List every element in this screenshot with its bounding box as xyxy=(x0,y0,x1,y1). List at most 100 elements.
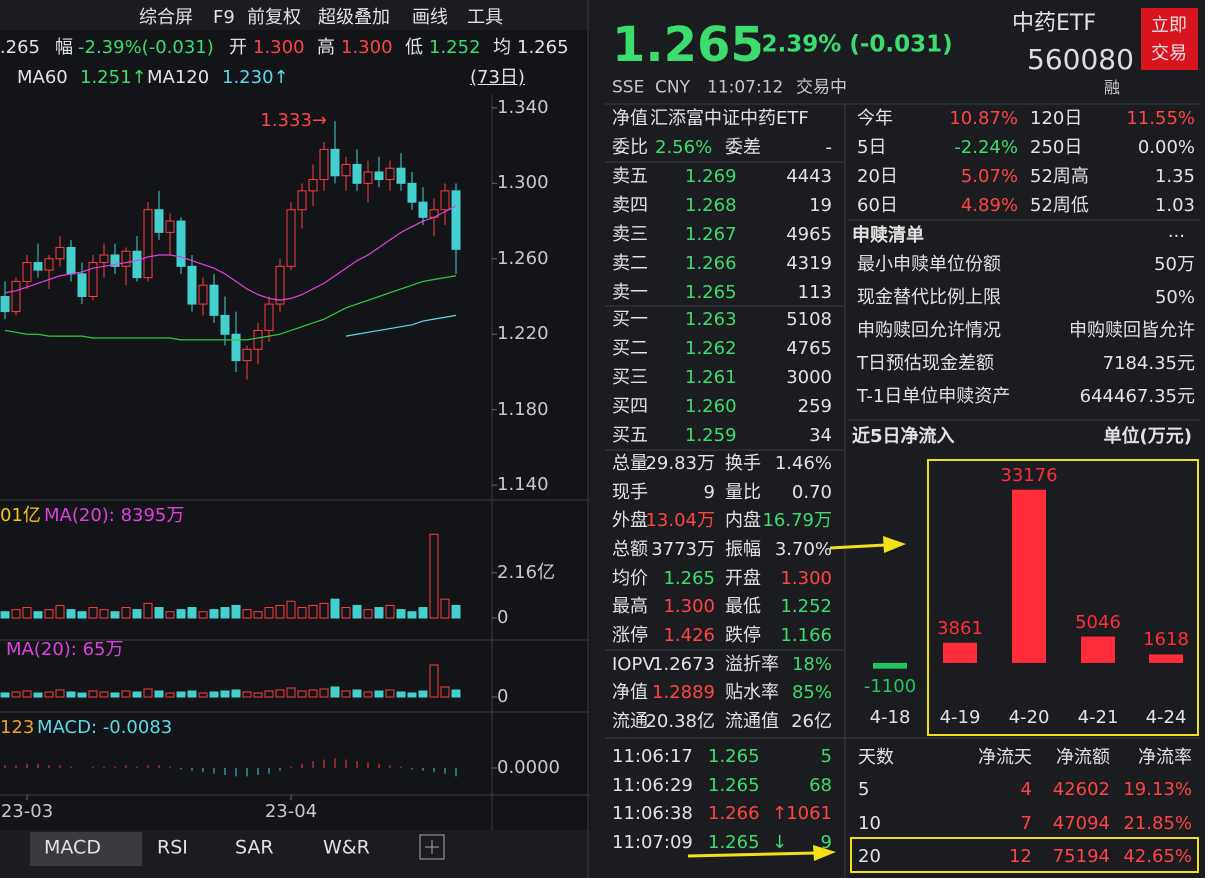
volume-bar xyxy=(308,604,318,619)
candle-body xyxy=(154,209,164,233)
label: 低 xyxy=(405,37,423,58)
label: 11.55% xyxy=(1126,108,1195,129)
volume-bar xyxy=(44,609,54,619)
label: 1.03 xyxy=(1154,195,1195,216)
fund-code: 560080 xyxy=(1027,43,1134,76)
tab[interactable]: RSI xyxy=(157,836,188,859)
volume-bar xyxy=(187,690,197,698)
label: MA120 xyxy=(147,67,210,88)
label: 1.2673 xyxy=(652,653,715,675)
label: ... xyxy=(1167,221,1185,242)
arrow: ↑ xyxy=(772,803,788,825)
label: 1.265 xyxy=(517,37,569,58)
label: 振幅 xyxy=(725,539,761,560)
label: 26亿 xyxy=(791,711,832,733)
candle-body xyxy=(55,246,65,260)
add-tab[interactable] xyxy=(419,834,445,860)
table-cell: 20 xyxy=(858,846,881,867)
candle-body xyxy=(242,348,252,362)
candle-body xyxy=(231,333,241,362)
candle-body xyxy=(286,209,296,267)
label: 交易中 xyxy=(796,77,847,98)
tab[interactable]: MACD xyxy=(44,836,101,859)
x-tick-label: 4-21 xyxy=(1077,707,1119,728)
volume-bar xyxy=(66,691,76,698)
volume-bar xyxy=(209,609,219,619)
label: 9 xyxy=(703,481,715,503)
y-tick-label: 1.340 xyxy=(497,96,549,118)
toolbar-item[interactable]: 工具 xyxy=(467,7,503,28)
price: 1.265 xyxy=(612,17,764,73)
add-icon xyxy=(425,840,439,854)
toolbar-item[interactable]: 超级叠加 xyxy=(318,7,390,28)
label: 4765 xyxy=(786,338,832,359)
volume-bar xyxy=(363,609,373,619)
volume-bar xyxy=(308,689,318,698)
label: 卖二 xyxy=(612,253,648,274)
indicator-label: MA(20): 8395万 xyxy=(44,505,185,526)
volume-bar xyxy=(451,604,461,619)
label: 1061 xyxy=(786,803,832,825)
volume-bar xyxy=(11,691,21,698)
volume-bar xyxy=(77,692,87,698)
arrow-head xyxy=(883,536,906,553)
label: 1.252 xyxy=(429,37,481,58)
label: 量比 xyxy=(725,481,761,503)
label: 融 xyxy=(1104,78,1121,97)
volume-bar xyxy=(253,692,263,698)
label: 259 xyxy=(797,396,832,417)
label: 净值 xyxy=(612,682,648,704)
toolbar-bg xyxy=(0,0,590,30)
volume-bar xyxy=(253,611,263,619)
toolbar-item[interactable]: 前复权 xyxy=(247,7,301,28)
label: 1.252 xyxy=(780,596,832,618)
label: 买四 xyxy=(612,396,648,417)
volume-bar xyxy=(121,690,131,698)
data-label: 5046 xyxy=(1075,611,1121,633)
arrow xyxy=(687,851,816,858)
bar xyxy=(873,662,907,669)
label: SSE xyxy=(612,77,645,98)
volume-bar xyxy=(286,600,296,619)
indicator-label: MACD: -0.0083 xyxy=(37,717,173,738)
volume-bar xyxy=(165,611,175,619)
arrow-head xyxy=(813,845,836,861)
table-cell: 5 xyxy=(858,779,870,800)
label: 1.266 xyxy=(708,803,760,825)
label: IOPV xyxy=(612,653,655,675)
data-label: -1100 xyxy=(863,675,917,697)
volume-bar xyxy=(286,687,296,698)
volume-bar xyxy=(297,690,307,698)
label: 644467.35元 xyxy=(1079,386,1195,407)
table-header: 天数 xyxy=(858,747,894,768)
ma-line xyxy=(4,205,457,301)
label: 卖五 xyxy=(612,166,648,187)
candle-body xyxy=(264,303,274,331)
volume-bar xyxy=(275,689,285,698)
table-cell: 42.65% xyxy=(1123,846,1192,867)
volume-bar xyxy=(99,691,109,698)
candle-body xyxy=(330,148,340,177)
label: 11:06:29 xyxy=(612,774,693,796)
x-tick-label: 4-24 xyxy=(1145,707,1187,728)
max-annotation: 1.333→ xyxy=(260,110,327,132)
arrow: ↓ xyxy=(772,832,788,854)
label: 均 xyxy=(493,37,511,58)
volume-bar xyxy=(176,691,186,698)
toolbar-item[interactable]: F9 xyxy=(213,7,235,28)
toolbar-item[interactable]: 综合屏 xyxy=(139,7,193,28)
label: 1.300 xyxy=(341,37,393,58)
tab[interactable]: SAR xyxy=(235,836,274,859)
y-tick-label: 1.260 xyxy=(497,247,549,269)
candle-body xyxy=(198,284,208,305)
volume-bar xyxy=(154,607,164,619)
tab[interactable]: W&R xyxy=(323,836,370,859)
toolbar-item[interactable]: 画线 xyxy=(412,7,448,28)
trade-button[interactable] xyxy=(1141,8,1198,70)
table-cell: 4 xyxy=(1020,779,1032,800)
x-tick-label: 4-20 xyxy=(1008,707,1050,728)
label: 现金替代比例上限 xyxy=(857,287,1001,308)
candle-body xyxy=(253,329,263,350)
